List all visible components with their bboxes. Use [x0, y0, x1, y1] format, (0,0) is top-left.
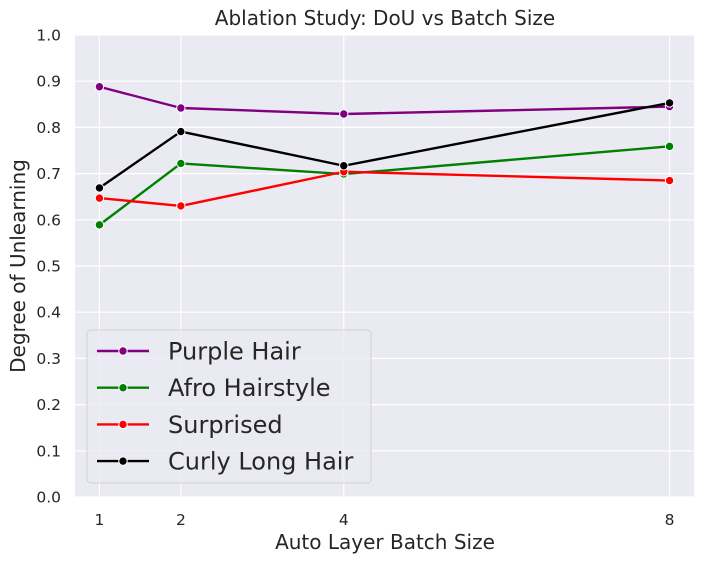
y-tick-label: 0.2: [36, 396, 61, 414]
y-tick-label: 0.3: [36, 350, 61, 368]
chart-title: Ablation Study: DoU vs Batch Size: [215, 6, 555, 30]
data-point: [94, 193, 105, 203]
y-tick-label: 0.5: [36, 258, 61, 276]
series-group: [94, 82, 675, 230]
y-tick-label: 0.9: [36, 73, 61, 91]
legend-label: Curly Long Hair: [168, 448, 353, 476]
legend-marker: [118, 456, 128, 466]
y-tick-label: 0.0: [36, 489, 61, 507]
y-tick-label: 0.8: [36, 119, 61, 137]
x-tick-label: 2: [176, 511, 186, 529]
legend-box: [86, 329, 372, 484]
y-axis-ticks: 0.0 0.1 0.2 0.3 0.4 0.5 0.6 0.7 0.8 0.9 1.0: [36, 27, 61, 507]
x-tick-label: 1: [94, 511, 104, 529]
series-surprised: [94, 167, 675, 211]
legend-label: Afro Hairstyle: [168, 374, 331, 402]
x-tick-label: 8: [665, 511, 675, 529]
x-axis-ticks: 1 2 4 8: [94, 511, 674, 529]
data-point: [176, 201, 186, 211]
legend-marker: [118, 383, 128, 393]
legend-label: Purple Hair: [168, 338, 301, 366]
y-tick-label: 1.0: [36, 27, 61, 45]
data-point: [94, 183, 105, 193]
x-tick-label: 4: [339, 511, 349, 529]
data-point: [339, 109, 349, 119]
legend-marker: [118, 419, 128, 430]
legend-marker: [118, 346, 128, 356]
data-point: [176, 158, 186, 169]
data-point: [94, 82, 105, 92]
x-axis-label: Auto Layer Batch Size: [275, 530, 495, 554]
data-point: [176, 103, 186, 113]
data-point: [664, 141, 675, 152]
legend: Purple Hair Afro Hairstyle Surprised Curly …: [86, 329, 372, 484]
y-tick-label: 0.1: [36, 442, 61, 460]
y-tick-label: 0.4: [36, 304, 61, 322]
data-point: [664, 175, 675, 186]
y-axis-label: Degree of Unlearning: [6, 159, 30, 373]
data-point: [664, 98, 675, 108]
y-tick-label: 0.6: [36, 211, 61, 229]
y-tick-label: 0.7: [36, 165, 61, 183]
series-line: [98, 145, 670, 226]
series-line: [99, 170, 670, 208]
series-line: [98, 101, 670, 189]
data-point: [94, 220, 105, 230]
data-point: [339, 161, 349, 171]
data-point: [176, 126, 186, 137]
legend-label: Surprised: [168, 411, 283, 439]
series-line: [99, 85, 670, 116]
series-curly-long-hair: [94, 98, 675, 193]
